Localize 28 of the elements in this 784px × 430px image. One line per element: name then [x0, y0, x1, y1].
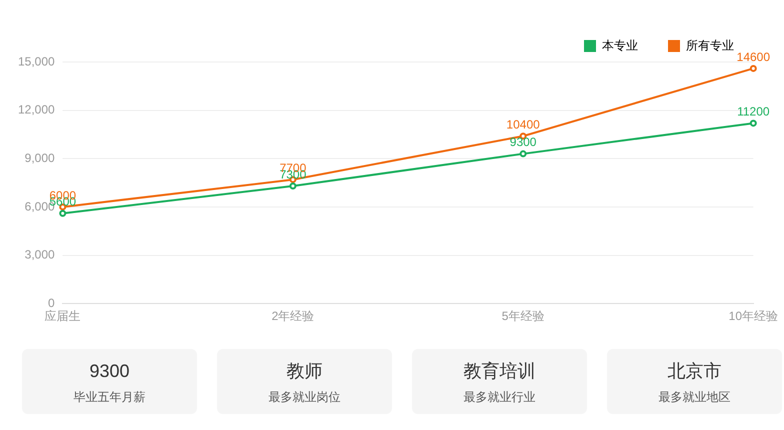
y-tick-label: 12,000: [18, 102, 56, 117]
text: 教师: [286, 360, 324, 383]
text: 北京市: [666, 360, 722, 383]
point: [289, 182, 296, 190]
data-label: 9300: [510, 135, 537, 150]
text: 最多就业岗位: [268, 389, 342, 406]
y-tick-label: 3,000: [24, 248, 56, 262]
text: 9300: [88, 360, 131, 383]
legend-label: 本专业: [602, 38, 638, 52]
text: 最多就业行业: [462, 389, 536, 406]
text: 最多就业地区: [658, 389, 732, 406]
text: 毕业五年月薪: [72, 389, 146, 406]
point: [59, 210, 66, 217]
legend-label: 所有专业: [686, 38, 734, 52]
x-tick-label: 2年经验: [272, 309, 314, 324]
point: [520, 150, 527, 158]
y-tick-label: 9,000: [24, 150, 56, 165]
y-tick-label: 15,000: [18, 54, 56, 68]
data-label: 14600: [736, 50, 770, 64]
y-tick-label: 0: [48, 296, 56, 310]
data-label: 10400: [506, 117, 540, 132]
data-label: 11200: [737, 104, 770, 119]
point: [750, 64, 757, 72]
text: 教育培训: [462, 360, 536, 383]
x-tick-label: 5年经验: [502, 309, 544, 324]
x-tick-label: 10年经验: [728, 309, 778, 324]
point: [750, 120, 757, 127]
x-tick-label: 应届生: [44, 309, 81, 324]
